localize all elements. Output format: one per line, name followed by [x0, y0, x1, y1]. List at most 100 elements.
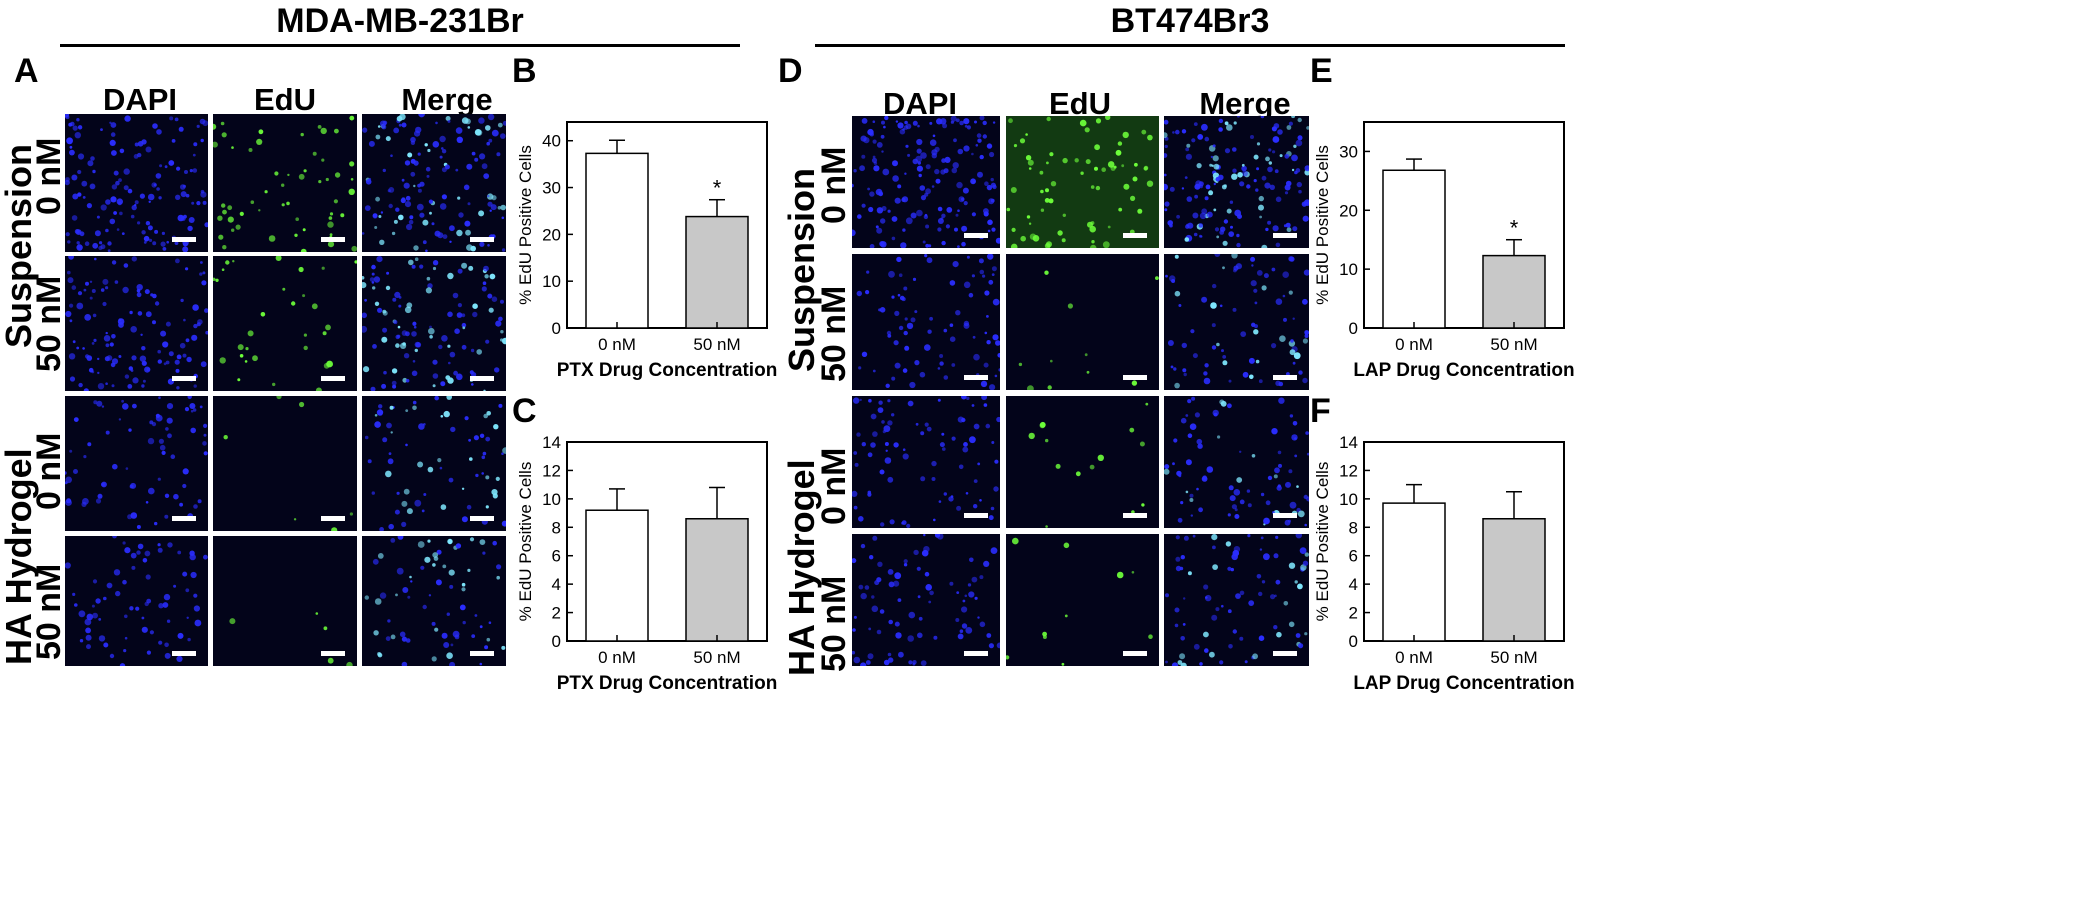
header-underline-right — [815, 44, 1565, 47]
y-tick-label: 8 — [1349, 518, 1358, 537]
y-axis-label: % EdU Positive Cells — [516, 462, 535, 622]
micro-susp-0nm-dapi — [65, 114, 208, 252]
y-tick-label: 12 — [1339, 461, 1358, 480]
channel-label-merge: Merge — [1199, 86, 1291, 121]
header-underline-left — [60, 44, 740, 47]
bar — [1482, 254, 1546, 329]
fluorescence-dots — [1006, 116, 1154, 248]
bar — [685, 215, 749, 329]
micro-hydrogel-50nm-merge — [362, 536, 506, 666]
x-tick-label: 50 nM — [693, 648, 740, 667]
bar — [1382, 169, 1446, 329]
bar — [685, 518, 749, 642]
scale-bar — [1273, 651, 1297, 656]
scale-bar — [172, 237, 196, 242]
row-conc-50nm: 50 nM — [815, 575, 853, 672]
fluorescence-dots — [364, 396, 506, 531]
y-tick-label: 6 — [552, 547, 561, 566]
micro-susp-0nm-dapi — [852, 116, 1000, 248]
y-axis-label: % EdU Positive Cells — [516, 145, 535, 305]
scale-bar — [321, 516, 345, 521]
channel-label-dapi: DAPI — [882, 86, 958, 121]
x-axis-label: PTX Drug Concentration — [557, 360, 778, 381]
fluorescence-dots — [1165, 534, 1309, 666]
x-tick-label: 0 nM — [598, 335, 636, 354]
row-conc-0nm: 0 nM — [815, 146, 853, 224]
micro-hydrogel-0nm-dapi — [852, 396, 1000, 528]
bar-chart-c: 0 2 4 6 8 10 12 14 0 nM 50 nM PTX Drug Concentrati… — [516, 433, 778, 694]
bar — [585, 509, 649, 642]
x-tick-label: 50 nM — [1490, 648, 1537, 667]
bar — [1482, 518, 1546, 642]
panel-label-a: A — [14, 52, 39, 90]
micro-susp-50nm-merge — [362, 256, 506, 391]
y-tick-label: 30 — [542, 179, 561, 198]
y-tick-label: 6 — [1349, 547, 1358, 566]
micro-hydrogel-50nm-edu — [1006, 534, 1159, 666]
row-conc-0nm: 0 nM — [815, 447, 853, 525]
plot-frame — [1363, 121, 1565, 329]
header-mda-mb-231br: MDA-MB-231Br — [276, 2, 524, 40]
bar-chart-e: 0 10 20 30 0 nM * 50 nM LAP Drug Concentration%… — [1313, 121, 1575, 381]
scale-bar — [321, 237, 345, 242]
plot-frame — [1363, 441, 1565, 642]
y-tick-label: 2 — [1349, 604, 1358, 623]
y-tick-label: 12 — [542, 461, 561, 480]
micro-susp-50nm-edu — [1006, 254, 1159, 390]
y-tick-label: 2 — [552, 604, 561, 623]
fluorescence-dots — [65, 256, 208, 391]
y-tick-label: 14 — [1339, 433, 1358, 452]
micro-hydrogel-0nm-dapi — [65, 396, 208, 531]
scale-bar — [172, 376, 196, 381]
fluorescence-dots — [1164, 396, 1309, 527]
fluorescence-dots — [362, 256, 506, 391]
scale-bar — [321, 651, 345, 656]
scale-bar — [964, 233, 988, 238]
bar — [585, 152, 649, 329]
y-axis-label: % EdU Positive Cells — [1313, 145, 1332, 305]
scale-bar — [470, 651, 494, 656]
y-tick-label: 0 — [552, 319, 561, 338]
x-tick-label: 0 nM — [598, 648, 636, 667]
scale-bar — [172, 516, 196, 521]
y-tick-label: 8 — [552, 518, 561, 537]
significance-marker: * — [1510, 216, 1519, 241]
scale-bar — [1123, 375, 1147, 380]
x-axis-label: LAP Drug Concentration — [1353, 673, 1574, 694]
micro-hydrogel-50nm-dapi — [65, 536, 208, 666]
y-tick-label: 10 — [1339, 260, 1358, 279]
micro-susp-0nm-merge — [362, 114, 506, 252]
panel-label-f: F — [1310, 392, 1331, 430]
micro-susp-50nm-edu — [213, 256, 357, 391]
fluorescence-dots — [213, 115, 357, 252]
fluorescence-dots — [1165, 254, 1309, 389]
scale-bar — [1273, 233, 1297, 238]
micro-susp-50nm-dapi — [852, 254, 1000, 390]
scale-bar — [1123, 651, 1147, 656]
micro-hydrogel-0nm-edu — [1006, 396, 1159, 528]
micro-hydrogel-50nm-edu — [213, 536, 357, 666]
scale-bar — [172, 651, 196, 656]
plot-frame — [566, 441, 768, 642]
x-axis-label: PTX Drug Concentration — [557, 673, 778, 694]
y-tick-label: 10 — [542, 490, 561, 509]
row-conc-50nm: 50 nM — [815, 285, 853, 382]
panel-label-e: E — [1310, 52, 1333, 90]
header-bt474br3: BT474Br3 — [1110, 2, 1270, 40]
micro-susp-50nm-dapi — [65, 256, 208, 391]
scale-bar — [1123, 233, 1147, 238]
micro-hydrogel-0nm-merge — [1164, 396, 1309, 528]
y-tick-label: 4 — [552, 575, 561, 594]
micro-susp-0nm-merge — [1164, 116, 1309, 248]
y-tick-label: 14 — [542, 433, 561, 452]
fluorescence-dots — [1028, 402, 1149, 528]
scale-bar — [964, 651, 988, 656]
x-tick-label: 50 nM — [1490, 335, 1537, 354]
fluorescence-dots — [229, 612, 353, 666]
panel-label-c: C — [512, 392, 537, 430]
fluorescence-dots — [223, 396, 353, 531]
fluorescence-dots — [213, 256, 357, 391]
channel-label-dapi: DAPI — [102, 82, 178, 117]
row-conc-50nm: 50 nM — [30, 275, 68, 372]
fluorescence-dots — [852, 396, 1000, 528]
